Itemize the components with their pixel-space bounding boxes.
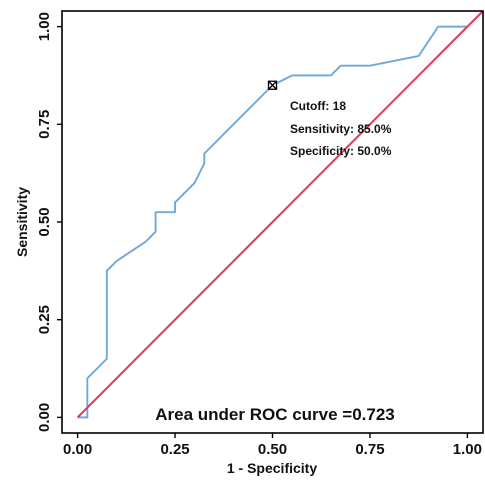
series-layer bbox=[76, 10, 484, 419]
cutoff-annotation: Cutoff: 18 bbox=[290, 99, 346, 113]
x-tick-label: 0.50 bbox=[258, 441, 287, 458]
auc-annotation: Area under ROC curve =0.723 bbox=[155, 405, 395, 424]
reference-diagonal-line bbox=[76, 10, 484, 419]
specificity-annotation: Specificity: 50.0% bbox=[290, 144, 392, 158]
sensitivity-annotation: Sensitivity: 85.0% bbox=[290, 122, 392, 136]
y-tick-label: 0.50 bbox=[36, 207, 53, 236]
ticks-layer: 0.00 0.25 0.50 0.75 1.00 0.00 0.25 0.50 0.75 1.00 bbox=[36, 12, 482, 458]
y-tick-label: 1.00 bbox=[36, 12, 53, 41]
x-tick-label: 0.75 bbox=[355, 441, 384, 458]
y-tick-label: 0.25 bbox=[36, 305, 53, 334]
x-tick-label: 0.25 bbox=[160, 441, 189, 458]
y-tick-label: 0.00 bbox=[36, 403, 53, 432]
cutoff-marker bbox=[267, 80, 278, 90]
x-axis-label: 1 - Specificity bbox=[227, 460, 317, 476]
x-tick-label: 0.00 bbox=[63, 441, 92, 458]
y-tick-label: 0.75 bbox=[36, 110, 53, 139]
y-axis-label: Sensitivity bbox=[14, 187, 30, 257]
roc-curve-line bbox=[77, 25, 468, 419]
x-tick-label: 1.00 bbox=[453, 441, 482, 458]
